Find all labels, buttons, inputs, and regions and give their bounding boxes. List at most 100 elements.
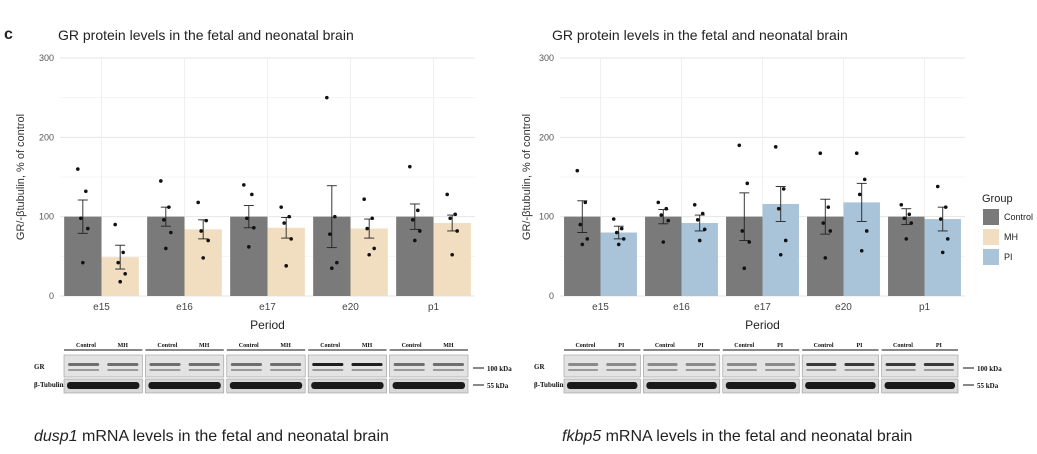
data-point <box>159 179 163 183</box>
blot-band <box>148 382 221 389</box>
data-point <box>84 189 88 194</box>
data-point <box>697 238 702 243</box>
blot-gr-panel <box>389 354 469 378</box>
blot-band <box>393 369 425 371</box>
data-point <box>199 229 203 233</box>
blot-lane-label: MH <box>443 343 454 349</box>
data-point <box>121 250 125 255</box>
data-point <box>659 213 664 217</box>
data-point <box>664 206 669 211</box>
data-point <box>742 266 747 271</box>
data-point <box>854 151 859 155</box>
legend-label: MH <box>1004 232 1018 242</box>
data-point <box>450 252 454 257</box>
y-tick-label: 100 <box>539 212 554 222</box>
blot-band <box>806 369 837 371</box>
data-point <box>938 217 943 221</box>
x-tick-label: p1 <box>428 302 440 313</box>
blot-band <box>229 382 303 389</box>
blot-lane-label: Control <box>655 343 675 349</box>
legend-swatch <box>983 209 999 225</box>
data-point <box>661 240 666 244</box>
bar <box>888 216 925 296</box>
data-point <box>907 212 912 217</box>
blot-band <box>606 369 637 371</box>
y-tick-label: 200 <box>539 132 554 142</box>
x-axis-label: Period <box>745 318 780 332</box>
data-point <box>823 256 828 260</box>
blot-band <box>567 382 638 389</box>
blot-lane-label: Control <box>734 343 754 349</box>
blot-gr-panel <box>881 354 959 378</box>
blot-band <box>885 363 916 366</box>
data-point <box>614 230 619 235</box>
blot-band <box>68 369 100 371</box>
blot-band <box>725 382 797 389</box>
blot-lane-label: PI <box>936 343 943 349</box>
data-point <box>747 240 752 244</box>
y-axis-label: GR/-βtubulin, % of control <box>15 114 27 240</box>
data-point <box>666 218 671 223</box>
data-point <box>619 226 624 231</box>
blot-band <box>67 382 140 389</box>
data-point <box>279 205 283 209</box>
data-point <box>455 229 459 233</box>
bar <box>350 228 388 296</box>
data-point <box>123 271 127 276</box>
data-point <box>76 167 80 171</box>
blot-row-label: GR <box>34 363 45 371</box>
blot-band <box>606 363 637 366</box>
bar <box>184 229 222 296</box>
data-point <box>940 250 945 255</box>
data-point <box>864 229 869 233</box>
data-point <box>737 143 742 148</box>
bar <box>645 216 682 296</box>
data-point <box>201 256 205 260</box>
data-point <box>372 246 376 251</box>
data-point <box>935 184 940 189</box>
blot-band <box>393 363 425 366</box>
blot-band <box>568 369 599 371</box>
data-point <box>583 200 588 205</box>
bar <box>396 216 434 296</box>
data-point <box>416 208 420 213</box>
western-blot-right: GR β-Tubulin 100 kDa 55 kDa Control PI Control… <box>534 343 1002 394</box>
x-tick-label: e15 <box>93 302 110 313</box>
data-point <box>413 238 417 243</box>
data-point <box>585 237 590 241</box>
blot-lane-label: Control <box>575 343 595 349</box>
blot-band <box>885 369 916 371</box>
blot-band <box>646 382 717 389</box>
data-point <box>862 177 867 182</box>
blot-band <box>923 369 954 371</box>
legend-swatch <box>983 249 999 265</box>
blot-band <box>392 382 465 389</box>
data-point <box>740 229 745 233</box>
data-point <box>335 260 339 265</box>
data-point <box>411 218 415 222</box>
blot-band <box>765 363 796 366</box>
data-point <box>445 192 449 197</box>
blot-lane-label: Control <box>76 343 96 349</box>
data-point <box>902 216 907 221</box>
data-point <box>206 238 210 243</box>
blot-band <box>312 369 344 371</box>
data-point <box>245 216 249 221</box>
blot-band <box>726 363 757 366</box>
blot-lane-label: MH <box>199 343 210 349</box>
data-point <box>204 218 208 223</box>
blot-band <box>685 363 716 366</box>
data-point <box>616 242 621 247</box>
blot-lane-label: Control <box>814 343 834 349</box>
blot-lane-label: Control <box>157 343 177 349</box>
blot-lane-label: PI <box>618 343 625 349</box>
blot-band <box>351 369 383 371</box>
blot-band <box>149 369 181 371</box>
blot-marker-label: 55 kDa <box>977 382 999 390</box>
data-point <box>81 260 85 265</box>
blot-lane-label: MH <box>362 343 373 349</box>
x-tick-label: e16 <box>176 302 193 313</box>
data-point <box>365 226 369 231</box>
y-tick-label: 0 <box>49 291 54 301</box>
